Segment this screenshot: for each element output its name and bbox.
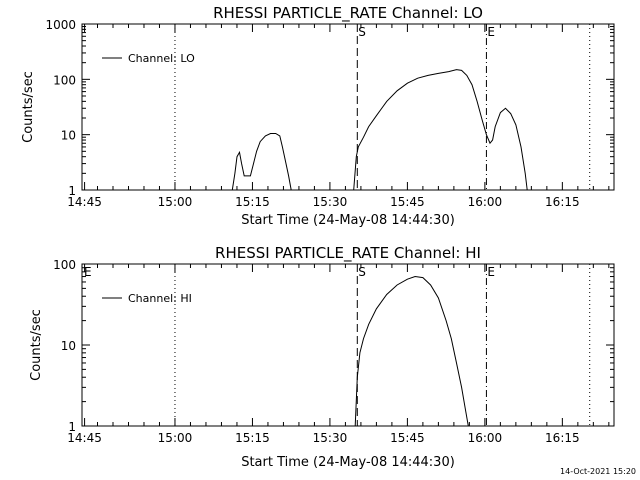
chart-panel-hi: RHESSI PARTICLE_RATE Channel: HI 14:45 15:…: [29, 244, 615, 470]
series-line: [354, 275, 469, 427]
x-axis-label: Start Time (24-May-08 14:44:30): [241, 455, 455, 470]
x-tick-label: 16:00: [468, 431, 503, 445]
chart-panel-lo: RHESSI PARTICLE_RATE Channel: LO 14:45 15:…: [21, 4, 615, 228]
y-tick-label: 1000: [45, 18, 76, 32]
event-marker-label: E: [84, 265, 92, 279]
x-tick-label: 16:00: [468, 195, 503, 209]
y-tick-label: 100: [53, 73, 76, 87]
y-axis-label: Counts/sec: [29, 309, 44, 381]
x-tick-label: 15:45: [390, 431, 425, 445]
plot-frame: [81, 23, 615, 191]
event-marker-label: S: [358, 25, 366, 39]
legend-label: Channel: LO: [128, 52, 195, 65]
y-tick-label: 10: [61, 129, 76, 143]
y-tick-label: 100: [53, 258, 76, 272]
plot-frame: [81, 263, 615, 427]
x-tick-label: 14:45: [67, 195, 102, 209]
x-axis-label: Start Time (24-May-08 14:44:30): [241, 213, 455, 228]
x-tick-label: 15:45: [390, 195, 425, 209]
x-tick-label: 14:45: [67, 431, 102, 445]
event-marker-label: E: [487, 265, 495, 279]
y-tick-label: 1: [68, 184, 76, 198]
series-line: [231, 133, 292, 191]
event-marker-label: S: [358, 265, 366, 279]
x-tick-label: 15:30: [313, 431, 348, 445]
y-tick-label: 10: [61, 339, 76, 353]
x-tick-label: 16:15: [545, 431, 580, 445]
chart-title: RHESSI PARTICLE_RATE Channel: HI: [215, 244, 481, 263]
footer-timestamp: 14-Oct-2021 15:20: [560, 467, 636, 476]
y-tick-label: 1: [68, 420, 76, 434]
event-marker-label: E: [487, 25, 495, 39]
x-tick-label: 15:30: [313, 195, 348, 209]
y-axis-label: Counts/sec: [21, 71, 36, 143]
x-tick-label: 16:15: [545, 195, 580, 209]
x-tick-label: 15:15: [235, 431, 270, 445]
chart-title: RHESSI PARTICLE_RATE Channel: LO: [213, 4, 483, 23]
legend-label: Channel: HI: [128, 292, 192, 305]
x-tick-label: 15:00: [158, 195, 193, 209]
x-tick-label: 15:15: [235, 195, 270, 209]
x-tick-label: 15:00: [158, 431, 193, 445]
series-line: [353, 69, 528, 191]
